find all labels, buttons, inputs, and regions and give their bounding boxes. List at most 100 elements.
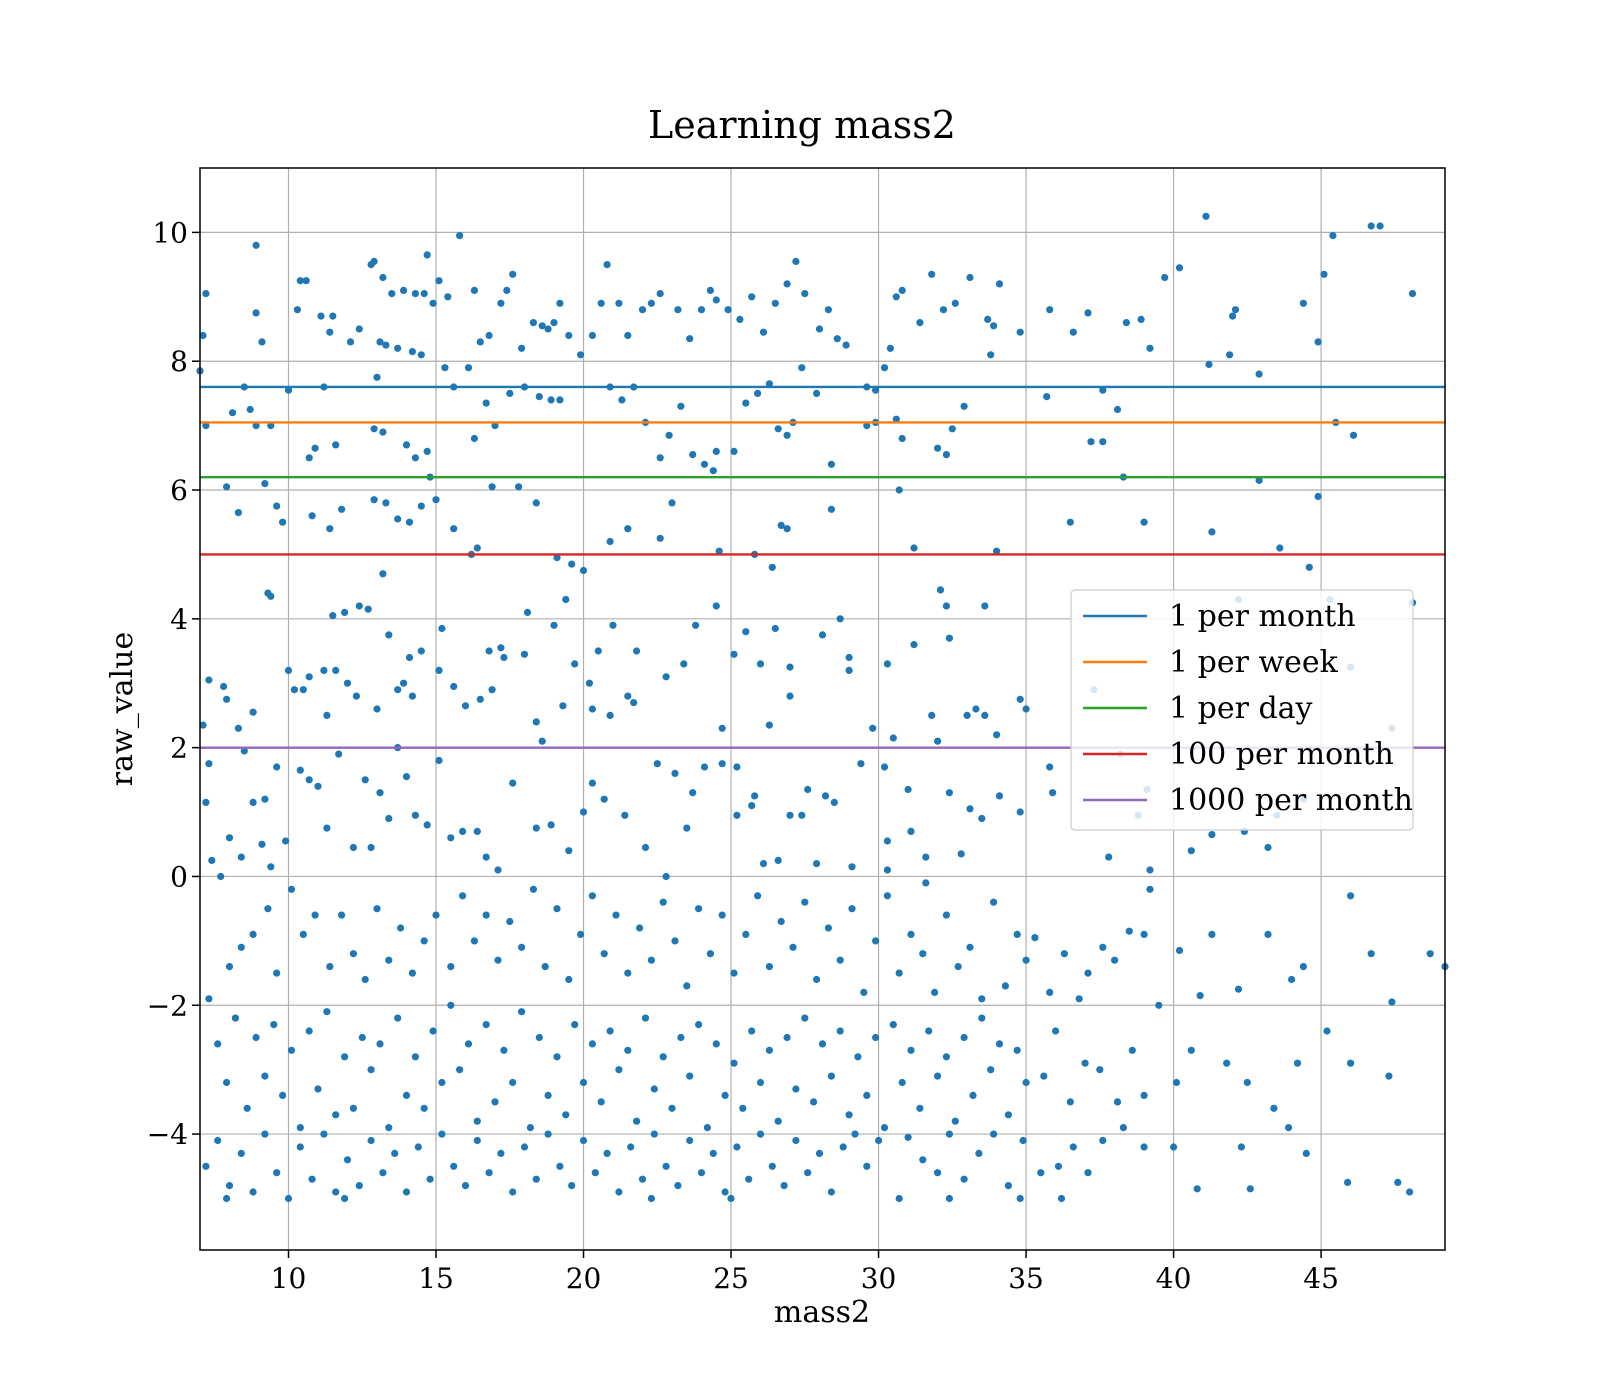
data-point <box>1406 1188 1414 1196</box>
data-point <box>588 1040 597 1048</box>
data-point <box>420 937 428 945</box>
data-point <box>686 335 694 343</box>
data-point <box>547 396 555 404</box>
data-point <box>282 837 290 845</box>
data-point <box>860 988 868 997</box>
data-point <box>267 863 275 871</box>
data-point <box>889 734 897 742</box>
data-point <box>697 306 706 314</box>
data-point <box>355 1182 363 1190</box>
data-point <box>532 718 540 726</box>
data-point <box>228 409 237 417</box>
data-point <box>910 544 918 552</box>
data-point <box>1060 950 1068 958</box>
data-point <box>774 425 782 433</box>
data-point <box>500 653 508 662</box>
data-point <box>394 515 402 523</box>
data-point <box>411 811 419 819</box>
data-point <box>603 261 611 269</box>
data-point <box>252 1033 260 1042</box>
data-point <box>742 399 750 407</box>
data-point <box>863 1162 871 1170</box>
data-point <box>556 396 564 404</box>
data-point <box>895 1194 903 1203</box>
x-tick-label: 40 <box>1156 1262 1192 1295</box>
data-point <box>358 1033 366 1042</box>
data-point <box>287 885 296 893</box>
data-point <box>332 666 340 675</box>
data-point <box>417 647 425 655</box>
data-point <box>1057 1194 1066 1203</box>
data-point <box>279 1091 287 1099</box>
data-point <box>547 821 555 829</box>
data-point <box>1205 360 1213 368</box>
data-point <box>736 315 744 323</box>
data-point <box>459 892 467 900</box>
data-point <box>544 1091 552 1099</box>
y-tick-label: 6 <box>170 474 188 507</box>
data-point <box>323 824 331 832</box>
data-point <box>1208 528 1216 536</box>
data-point <box>1223 1059 1231 1067</box>
data-point <box>863 422 871 430</box>
data-point <box>1285 1124 1293 1132</box>
data-point <box>966 273 974 282</box>
data-point <box>568 560 576 568</box>
data-point <box>951 299 959 307</box>
data-point <box>476 338 484 346</box>
data-point <box>1046 988 1054 997</box>
data-point <box>408 348 416 356</box>
data-point <box>1069 1143 1077 1151</box>
data-point <box>464 1040 473 1048</box>
data-point <box>270 1021 278 1029</box>
data-point <box>798 364 806 372</box>
data-point <box>329 312 337 320</box>
data-point <box>692 621 700 629</box>
data-point <box>308 1175 316 1183</box>
data-point <box>447 834 455 842</box>
data-point <box>928 270 936 278</box>
data-point <box>532 1175 540 1183</box>
data-point <box>600 950 608 958</box>
data-point <box>606 711 614 720</box>
data-point <box>916 1104 924 1112</box>
data-point <box>647 956 656 964</box>
data-point <box>993 547 1001 555</box>
data-point <box>1043 393 1051 401</box>
x-tick-label: 10 <box>271 1262 307 1295</box>
data-point <box>400 679 408 687</box>
data-point <box>1084 309 1092 317</box>
data-point <box>765 1046 774 1054</box>
data-point <box>848 863 856 871</box>
data-point <box>535 1033 543 1042</box>
data-point <box>641 843 650 852</box>
data-point <box>367 1066 375 1074</box>
data-point <box>942 602 951 610</box>
data-point <box>447 1001 455 1009</box>
data-point <box>420 1104 428 1112</box>
data-point <box>1305 563 1313 571</box>
data-point <box>349 1104 357 1112</box>
data-point <box>252 309 260 317</box>
data-point <box>1087 438 1095 446</box>
data-point <box>379 570 387 578</box>
data-point <box>1246 1185 1254 1193</box>
data-point <box>1096 1066 1104 1074</box>
data-point <box>824 306 833 314</box>
data-point <box>364 605 372 613</box>
data-point <box>509 270 517 278</box>
data-point <box>349 950 357 958</box>
data-point <box>966 943 974 951</box>
data-point <box>633 1117 641 1125</box>
data-point <box>798 811 806 819</box>
legend-label: 1 per week <box>1169 645 1339 680</box>
data-point <box>261 480 269 488</box>
data-point <box>768 1162 776 1170</box>
data-point <box>450 682 458 691</box>
data-point <box>509 779 517 787</box>
data-point <box>426 1175 434 1183</box>
data-point <box>249 708 257 716</box>
data-point <box>630 699 638 707</box>
data-point <box>1081 1059 1089 1067</box>
data-point <box>284 666 293 675</box>
